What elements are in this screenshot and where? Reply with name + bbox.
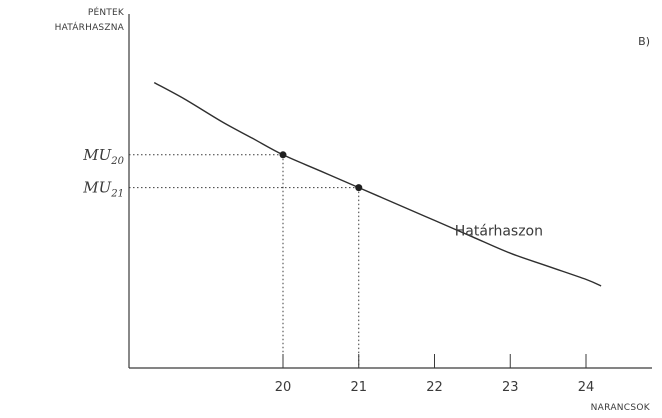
series-label: Határhaszon — [455, 224, 543, 240]
y-axis-label-line1: PÉNTEK — [88, 6, 125, 18]
highlighted-point — [355, 184, 362, 191]
x-tick-label: 22 — [426, 380, 443, 395]
x-tick-label: 20 — [275, 380, 292, 395]
highlighted-point — [280, 151, 287, 158]
labels-group: Határhaszon MU20 MU21 — [82, 146, 543, 240]
y-axis-label-line2: HATÁRHASZNA — [55, 21, 125, 33]
guide-lines-group — [129, 155, 359, 368]
marginal-utility-curve — [154, 83, 601, 286]
mu-label: MU21 — [82, 179, 124, 200]
x-tick-label: 24 — [578, 380, 595, 395]
x-ticks-group: 20 21 22 23 24 — [275, 354, 595, 395]
mu-label: MU20 — [82, 146, 124, 167]
x-tick-label: 23 — [502, 380, 519, 395]
panel-label: B) — [638, 35, 650, 48]
curve-group — [154, 83, 601, 286]
x-tick-label: 21 — [350, 380, 367, 395]
x-axis-label: NARANCSOK — [591, 403, 651, 413]
